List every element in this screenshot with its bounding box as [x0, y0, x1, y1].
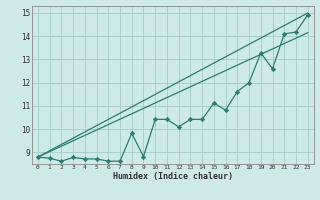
X-axis label: Humidex (Indice chaleur): Humidex (Indice chaleur) — [113, 172, 233, 181]
